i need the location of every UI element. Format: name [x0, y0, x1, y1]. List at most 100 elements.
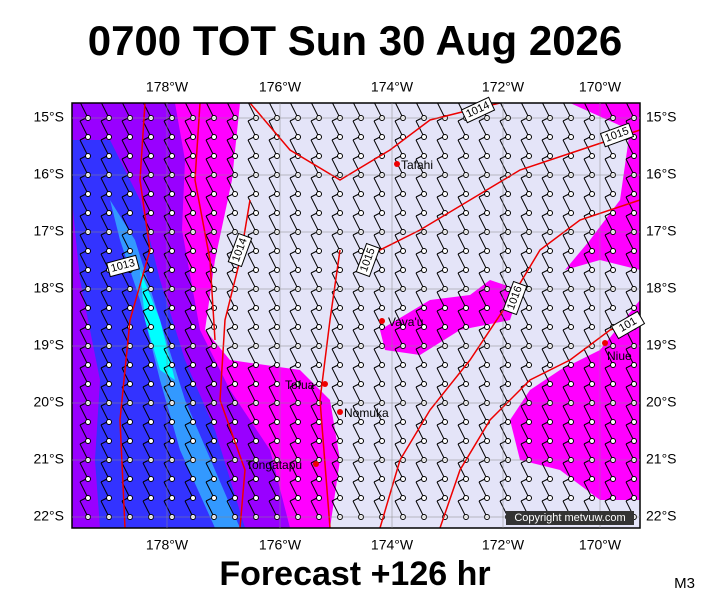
barb [100, 250, 108, 255]
barb-station [127, 210, 133, 216]
barb [100, 440, 108, 445]
barb [311, 99, 317, 102]
barb-station [610, 191, 616, 197]
place-name: Niue [607, 349, 632, 363]
barb [583, 307, 591, 312]
barb [520, 269, 528, 274]
barb [79, 326, 87, 331]
barb-station [148, 324, 154, 330]
barb-station [547, 438, 553, 444]
barb-station [526, 210, 532, 216]
barb [373, 383, 381, 388]
barb-station [484, 248, 490, 254]
barb-station [148, 476, 154, 482]
barb-station [421, 476, 427, 482]
barb [478, 136, 486, 141]
barb [520, 231, 528, 236]
barb [226, 440, 234, 445]
barb [541, 269, 549, 274]
barb [563, 99, 569, 102]
barb-station [274, 210, 280, 216]
barb [289, 231, 297, 236]
barb [100, 307, 108, 312]
barb [310, 497, 318, 502]
barb [268, 345, 276, 350]
barb [478, 155, 486, 160]
lat-label: 15°S [646, 109, 677, 125]
barb [310, 155, 318, 160]
barb-station [190, 419, 196, 425]
barb [373, 193, 381, 198]
barb [79, 478, 87, 483]
barb-station [589, 495, 595, 501]
barb-station [127, 305, 133, 311]
barb [184, 288, 192, 293]
barb-station [631, 191, 637, 197]
barb-station [169, 381, 175, 387]
barb-station [337, 476, 343, 482]
barb [520, 459, 528, 464]
barb [247, 402, 255, 407]
barb [415, 250, 423, 255]
barb [226, 402, 234, 407]
barb [331, 459, 339, 464]
barb [373, 478, 381, 483]
barb [541, 193, 549, 198]
barb-station [337, 324, 343, 330]
barb [142, 440, 150, 445]
barb [478, 421, 486, 426]
barb-station [295, 324, 301, 330]
barb [562, 364, 570, 369]
barb-station [106, 305, 112, 311]
barb [79, 440, 87, 445]
barb [457, 421, 465, 426]
barb [562, 383, 570, 388]
barb-station [631, 305, 637, 311]
barb [457, 269, 465, 274]
lat-label: 16°S [646, 166, 677, 182]
barb-station [148, 267, 154, 273]
barb [79, 250, 87, 255]
barb-station [169, 305, 175, 311]
barb [604, 383, 612, 388]
barb [373, 345, 381, 350]
barb [268, 155, 276, 160]
barb [268, 307, 276, 312]
barb [121, 402, 129, 407]
barb [247, 383, 255, 388]
barb [247, 250, 255, 255]
barb [352, 307, 360, 312]
barb [79, 231, 87, 236]
barb-station [463, 419, 469, 425]
barb-station [295, 210, 301, 216]
barb [184, 345, 192, 350]
lon-label: 170°W [579, 79, 622, 95]
barb-station [379, 324, 385, 330]
barb [625, 212, 633, 217]
barb-station [505, 438, 511, 444]
barb-station [127, 248, 133, 254]
barb-station [610, 495, 616, 501]
barb [331, 307, 339, 312]
barb [226, 155, 234, 160]
barb [121, 117, 129, 122]
barb [142, 459, 150, 464]
barb-station [463, 495, 469, 501]
barb [142, 307, 150, 312]
barb [436, 383, 444, 388]
barb [604, 497, 612, 502]
label-bg [610, 310, 646, 340]
barb [121, 155, 129, 160]
barb-station [337, 191, 343, 197]
barb [289, 345, 297, 350]
barb-station [274, 419, 280, 425]
barb [394, 402, 402, 407]
barb-station [463, 267, 469, 273]
barb [415, 193, 423, 198]
barb [373, 326, 381, 331]
barb [331, 383, 339, 388]
barb-station [148, 419, 154, 425]
barb [457, 288, 465, 293]
barb [457, 174, 465, 179]
barb [520, 478, 528, 483]
